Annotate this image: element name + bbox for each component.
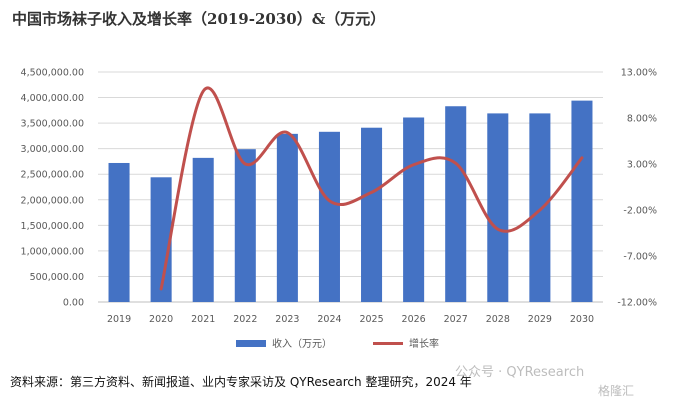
right-tick-label: -7.00% bbox=[623, 252, 657, 263]
x-tick-label: 2026 bbox=[402, 314, 426, 325]
left-tick-label: 500,000.00 bbox=[30, 272, 84, 283]
watermark: 公众号 · QYResearch bbox=[455, 365, 585, 380]
bar-series bbox=[108, 100, 593, 303]
bar bbox=[234, 149, 256, 302]
right-tick-label: -2.00% bbox=[623, 206, 657, 217]
left-tick-label: 1,500,000.00 bbox=[21, 221, 84, 232]
watermark-logo-text: 格隆汇 bbox=[598, 384, 635, 398]
bar bbox=[150, 177, 172, 302]
left-axis-ticks: 0.00 500,000.00 1,000,000.00 1,500,000.00 2,… bbox=[21, 68, 84, 309]
x-tick-label: 2030 bbox=[570, 314, 594, 325]
left-tick-label: 3,000,000.00 bbox=[21, 144, 84, 155]
legend-label-line: 增长率 bbox=[409, 337, 439, 350]
line-series bbox=[159, 86, 584, 291]
right-tick-label: 3.00% bbox=[627, 160, 657, 171]
bar bbox=[361, 127, 383, 302]
left-tick-label: 2,000,000.00 bbox=[21, 195, 84, 206]
bar bbox=[487, 113, 509, 303]
growth-rate-line bbox=[159, 86, 584, 291]
left-tick-label: 1,000,000.00 bbox=[21, 246, 84, 257]
left-tick-label: 2,500,000.00 bbox=[21, 170, 84, 181]
x-tick-label: 2021 bbox=[191, 314, 215, 325]
x-tick-label: 2019 bbox=[107, 314, 131, 325]
grid-lines bbox=[98, 71, 603, 303]
bar bbox=[403, 117, 425, 302]
x-tick-label: 2025 bbox=[359, 314, 383, 325]
bar bbox=[445, 106, 467, 302]
legend: 收入（万元） 增长率 bbox=[236, 337, 439, 350]
bar bbox=[108, 162, 130, 302]
bar bbox=[276, 133, 298, 302]
left-tick-label: 4,500,000.00 bbox=[21, 68, 84, 79]
bar bbox=[192, 157, 214, 302]
left-tick-label: 4,000,000.00 bbox=[21, 93, 84, 104]
bar bbox=[318, 131, 340, 302]
legend-swatch-bar bbox=[236, 340, 266, 347]
legend-label-bar: 收入（万元） bbox=[272, 337, 332, 350]
right-tick-label: 13.00% bbox=[621, 68, 657, 79]
x-axis-ticks: 2019 2020 2021 2022 2023 2024 2025 2026 2027 2028… bbox=[107, 314, 594, 325]
x-tick-label: 2023 bbox=[275, 314, 299, 325]
bar bbox=[529, 113, 551, 303]
source-note: 资料来源：第三方资料、新闻报道、业内专家采访及 QYResearch 整理研究，… bbox=[10, 375, 472, 389]
right-tick-label: 8.00% bbox=[627, 114, 657, 125]
x-tick-label: 2024 bbox=[317, 314, 341, 325]
x-tick-label: 2020 bbox=[149, 314, 173, 325]
right-tick-label: -12.00% bbox=[617, 298, 657, 309]
left-tick-label: 0.00 bbox=[63, 298, 84, 309]
x-tick-label: 2029 bbox=[528, 314, 552, 325]
bar bbox=[571, 100, 593, 302]
x-tick-label: 2027 bbox=[444, 314, 468, 325]
x-tick-label: 2028 bbox=[486, 314, 510, 325]
chart-title: 中国市场袜子收入及增长率（2019-2030）&（万元） bbox=[12, 10, 386, 28]
left-tick-label: 3,500,000.00 bbox=[21, 119, 84, 130]
x-tick-label: 2022 bbox=[233, 314, 257, 325]
right-axis-ticks: -12.00% -7.00% -2.00% 3.00% 8.00% 13.00% bbox=[617, 68, 657, 309]
